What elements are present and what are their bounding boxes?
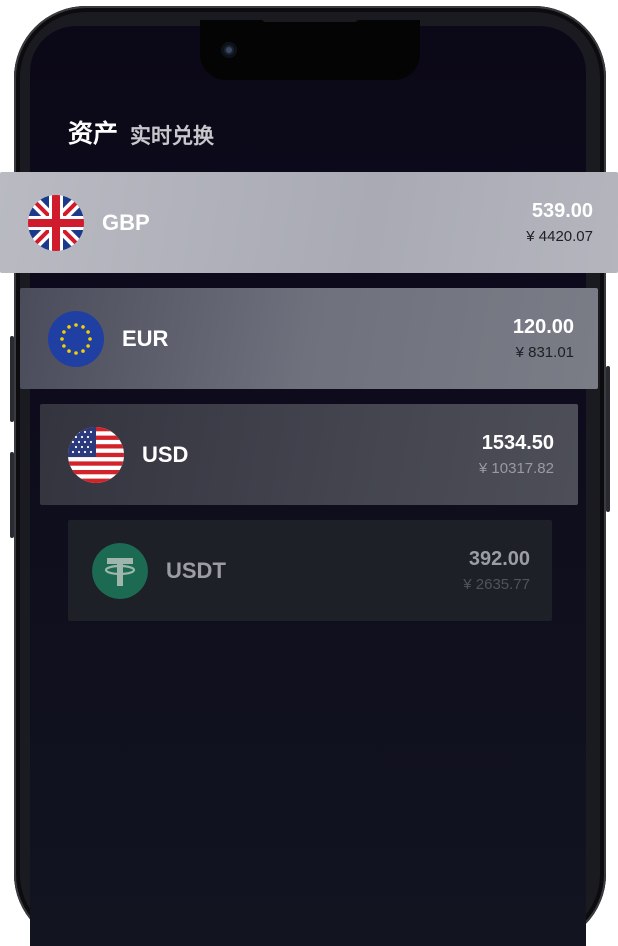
tab-realtime-exchange[interactable]: 实时兑换 xyxy=(130,125,215,148)
asset-cny-value: ¥ 10317.82 xyxy=(478,460,554,477)
uk-flag-icon xyxy=(28,194,84,251)
asset-cny-value: ¥ 2635.77 xyxy=(463,576,530,593)
asset-amounts: 392.00 ¥ 2635.77 xyxy=(463,548,530,593)
side-button xyxy=(10,336,14,422)
tether-icon xyxy=(92,542,148,599)
front-camera xyxy=(221,42,237,58)
side-button xyxy=(10,452,14,538)
asset-amounts: 539.00 ¥ 4420.07 xyxy=(526,200,593,245)
asset-amounts: 120.00 ¥ 831.01 xyxy=(513,316,574,361)
side-button xyxy=(606,366,610,512)
asset-code: EUR xyxy=(122,325,169,351)
eu-flag-icon xyxy=(48,310,104,367)
asset-amounts: 1534.50 ¥ 10317.82 xyxy=(479,432,554,477)
asset-cny-value: ¥ 831.01 xyxy=(515,344,574,361)
asset-amount: 1534.50 xyxy=(481,432,554,454)
asset-card-usdt[interactable]: USDT 392.00 ¥ 2635.77 xyxy=(68,520,552,621)
asset-code: USD xyxy=(142,441,189,467)
asset-amount: 392.00 xyxy=(468,548,530,570)
us-flag-icon xyxy=(68,426,124,483)
tab-assets[interactable]: 资产 xyxy=(68,120,119,148)
asset-card-usd[interactable]: USD 1534.50 ¥ 10317.82 xyxy=(40,404,578,505)
asset-code: USDT xyxy=(166,557,226,583)
asset-cny-value: ¥ 4420.07 xyxy=(526,228,593,245)
speaker xyxy=(262,15,358,22)
asset-amount: 539.00 xyxy=(531,200,593,222)
asset-code: GBP xyxy=(102,209,150,235)
asset-amount: 120.00 xyxy=(512,316,574,338)
asset-card-gbp[interactable]: GBP 539.00 ¥ 4420.07 xyxy=(0,172,618,273)
asset-card-eur[interactable]: EUR 120.00 ¥ 831.01 xyxy=(20,288,598,389)
header-tabs: 资产 实时兑换 xyxy=(68,114,214,150)
